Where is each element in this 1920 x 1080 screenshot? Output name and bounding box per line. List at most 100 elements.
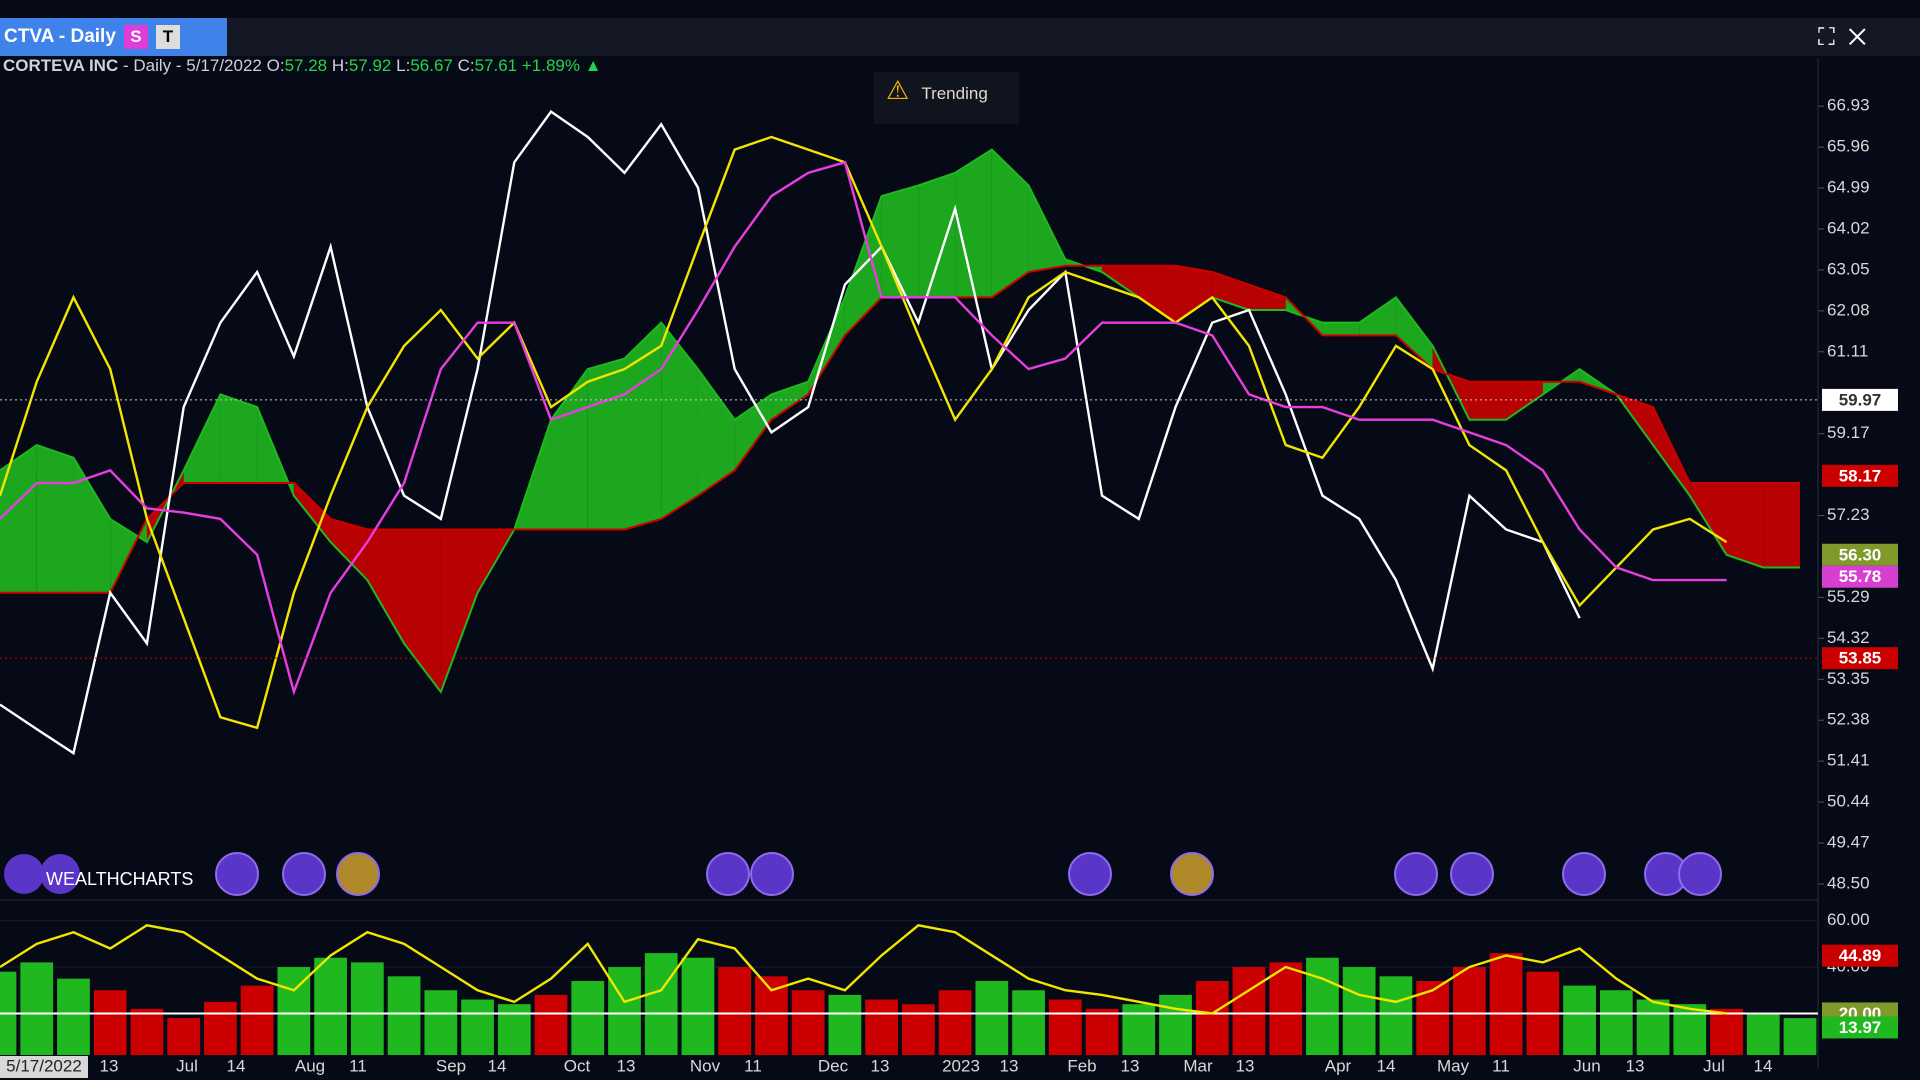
x-tick-label: Aug	[295, 1056, 325, 1075]
cloud-segment	[771, 381, 809, 420]
x-tick-label: 13	[1121, 1056, 1140, 1075]
badge-s[interactable]: S	[123, 24, 148, 49]
histogram-bar	[1563, 985, 1596, 1055]
x-tick-label: 14	[1377, 1056, 1396, 1075]
histogram-bar	[1416, 980, 1450, 1055]
event-icon[interactable]	[1678, 852, 1722, 896]
event-icon[interactable]	[282, 852, 326, 896]
event-icon[interactable]	[1394, 852, 1438, 896]
symbol-tab[interactable]: CTVA - Daily S T	[0, 18, 227, 56]
histogram-bar	[497, 1004, 531, 1055]
histogram-bar	[387, 976, 421, 1055]
cloud-segment	[661, 322, 698, 519]
histogram-bar	[461, 999, 494, 1055]
histogram-bar	[1232, 967, 1266, 1055]
cloud-edge	[0, 148, 1800, 694]
histogram-bar	[57, 978, 90, 1055]
close: 57.61	[474, 56, 518, 75]
histogram-bar	[1012, 990, 1045, 1055]
y-tick-label: 50.44	[1827, 792, 1870, 811]
histogram-bar	[608, 967, 641, 1055]
cloud-segment	[1102, 265, 1139, 298]
y-tick-label: 52.38	[1827, 710, 1870, 729]
x-tick-label: Oct	[564, 1056, 591, 1075]
open: 57.28	[284, 56, 328, 75]
histogram-bar	[791, 990, 825, 1055]
price-label-bg	[1822, 388, 1898, 411]
histogram-bar	[1636, 999, 1670, 1055]
price-label: 13.97	[1839, 1018, 1882, 1037]
window-controls[interactable]: ⛶ ✕	[1818, 24, 1867, 51]
cloud-segment	[1763, 483, 1800, 568]
histogram-bar	[1195, 980, 1229, 1055]
cloud-segment	[73, 457, 111, 593]
warning-icon: ⚠	[886, 75, 910, 105]
histogram-bar	[167, 1018, 201, 1055]
histogram-bar	[534, 994, 568, 1055]
price-label-bg	[1822, 944, 1898, 967]
histogram-bar	[204, 1001, 237, 1055]
event-icon[interactable]	[336, 852, 380, 896]
y-tick-label: 62.08	[1827, 300, 1870, 319]
badge-t[interactable]: T	[155, 24, 180, 49]
histogram-bar	[1122, 1004, 1156, 1055]
event-icon[interactable]	[750, 852, 794, 896]
y-tick-label: 59.17	[1827, 423, 1870, 442]
header-bar	[0, 18, 1920, 56]
event-icon[interactable]	[1562, 852, 1606, 896]
x-tick-label: 14	[488, 1056, 507, 1075]
histogram-bar	[1783, 1018, 1817, 1055]
high: 57.92	[348, 56, 392, 75]
cloud-segment	[183, 394, 221, 484]
up-arrow: ▲	[584, 56, 602, 75]
histogram-bar	[681, 957, 715, 1055]
x-tick-label: 13	[617, 1056, 636, 1075]
histogram-bar	[240, 985, 274, 1055]
o-label: O:	[266, 56, 285, 75]
histogram-bar	[1269, 962, 1303, 1055]
event-icon[interactable]	[1068, 852, 1112, 896]
price-label: 44.89	[1839, 946, 1882, 965]
y-tick-label: 55.29	[1827, 587, 1870, 606]
price-label: 58.17	[1839, 466, 1882, 485]
price-label-bg	[1822, 1016, 1898, 1039]
price-label-bg	[1822, 647, 1898, 670]
period: - Daily - 5/17/2022	[122, 56, 262, 75]
price-label: 53.85	[1839, 649, 1882, 668]
histogram-bar	[1085, 1008, 1119, 1055]
price-label-bg	[1822, 565, 1898, 588]
x-tick-label: Apr	[1325, 1056, 1352, 1075]
cloud-segment	[1395, 297, 1433, 370]
h-label: H:	[331, 56, 349, 75]
histogram-bar	[902, 1004, 935, 1055]
cloud-segment	[1322, 322, 1360, 336]
price-label-bg	[1822, 543, 1898, 566]
oscillator-line	[0, 923, 1727, 1015]
low: 56.67	[410, 56, 453, 75]
cloud-segment	[697, 369, 735, 496]
histogram-bar	[718, 967, 752, 1055]
event-icon[interactable]	[1450, 852, 1494, 896]
event-icon[interactable]	[1170, 852, 1214, 896]
cloud-segment	[330, 518, 368, 581]
cloud-segment	[1506, 381, 1543, 420]
histogram-bar	[130, 1008, 164, 1055]
indicator-line	[0, 135, 1728, 730]
x-tick-label: Jul	[176, 1056, 198, 1075]
cloud-segment	[1653, 407, 1690, 496]
event-icon[interactable]	[706, 852, 750, 896]
y-tick-label: 63.05	[1827, 259, 1870, 278]
y-tick-label: 51.41	[1827, 751, 1870, 770]
y-tick-label: 61.11	[1827, 341, 1868, 360]
cloud-segment	[1138, 265, 1176, 323]
trending-alert[interactable]: ⚠ Trending	[874, 72, 1019, 124]
x-tick-label: 14	[227, 1056, 246, 1075]
histogram-bar	[277, 967, 311, 1055]
event-icon[interactable]	[215, 852, 259, 896]
x-tick-label: 14	[1754, 1056, 1773, 1075]
x-tick-label: 13	[1236, 1056, 1255, 1075]
histogram-bar	[350, 962, 384, 1055]
histogram-bar	[1710, 1008, 1743, 1055]
cloud-segment	[587, 358, 625, 530]
histogram-bar	[424, 990, 458, 1055]
